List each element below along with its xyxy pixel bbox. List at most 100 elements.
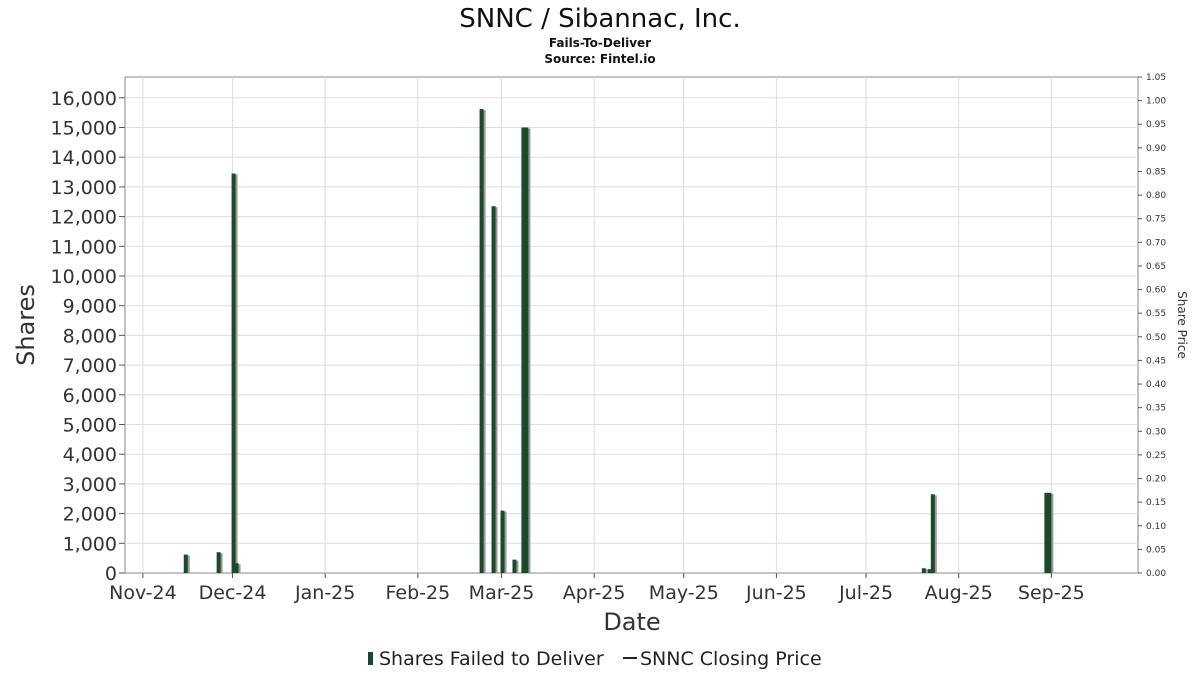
ftd-bar — [491, 206, 498, 573]
ftd-bar-shadow — [933, 495, 937, 573]
ftd-bar-shadow — [515, 560, 519, 573]
ftd-bar-face — [231, 173, 236, 573]
ftd-bar-shadow — [1050, 493, 1054, 573]
x-tick-label: Mar-25 — [469, 582, 535, 604]
ftd-bar-shadow — [527, 128, 531, 573]
ftd-bar-face — [521, 127, 526, 573]
legend-label-shares: Shares Failed to Deliver — [379, 648, 604, 670]
y2-tick-label: 0.30 — [1146, 427, 1166, 437]
y2-tick-label: 0.60 — [1146, 286, 1166, 296]
ftd-bar-face — [512, 559, 517, 573]
y2-tick-label: 0.85 — [1146, 167, 1166, 177]
y-tick-label: 14,000 — [51, 147, 117, 169]
x-tick-label: Dec-24 — [199, 582, 267, 604]
y-tick-label: 12,000 — [51, 207, 117, 229]
ftd-bar-face — [183, 554, 188, 573]
legend-label-price: SNNC Closing Price — [640, 648, 822, 670]
ftd-bar-face — [1047, 492, 1052, 573]
y2-tick-label: 0.15 — [1146, 498, 1166, 508]
x-tick-label: Apr-25 — [563, 582, 626, 604]
chart-subtitle: Fails-To-Deliver — [549, 36, 651, 50]
x-tick-label: Sep-25 — [1018, 582, 1085, 604]
legend: Shares Failed to Deliver SNNC Closing Pr… — [368, 648, 822, 670]
y-tick-label: 1,000 — [63, 533, 117, 555]
ftd-bar — [921, 568, 928, 573]
x-tick-label: May-25 — [649, 582, 719, 604]
ftd-bar-shadow — [186, 555, 190, 573]
y2-tick-label: 0.50 — [1146, 333, 1166, 343]
y2-tick-label: 0.20 — [1146, 475, 1166, 485]
ftd-bar-face — [500, 510, 505, 573]
y2-tick-label: 0.80 — [1146, 191, 1166, 201]
y-tick-label: 8,000 — [63, 325, 117, 347]
y2-tick-label: 0.10 — [1146, 522, 1166, 532]
ftd-bar — [1047, 492, 1054, 573]
y-tick-label: 11,000 — [51, 236, 117, 258]
y-axis-label: Shares — [12, 284, 40, 366]
ftd-bar-face — [927, 569, 932, 573]
y-tick-label: 3,000 — [63, 474, 117, 496]
y-tick-label: 6,000 — [63, 385, 117, 407]
ftd-bar-shadow — [234, 174, 238, 573]
y2-tick-label: 0.00 — [1146, 569, 1166, 579]
ftd-bar — [479, 109, 486, 573]
y-tick-label: 0 — [105, 563, 117, 585]
y2-axis-label: Share Price — [1175, 291, 1189, 359]
x-tick-label: Aug-25 — [925, 582, 993, 604]
y2-tick-label: 1.00 — [1146, 97, 1166, 107]
y2-tick-label: 0.35 — [1146, 404, 1166, 414]
legend-swatch-shares — [368, 652, 373, 665]
ftd-bar-face — [234, 563, 239, 573]
y2-tick-label: 0.05 — [1146, 545, 1166, 555]
secondary-y-axis: 0.00 0.05 0.10 0.15 0.20 0.25 0.30 0.35 0.40 0.45… — [1138, 73, 1166, 579]
ftd-bar-face — [491, 206, 496, 573]
ftd-bar — [524, 127, 531, 573]
ftd-bar-shadow — [237, 564, 241, 573]
y2-tick-label: 0.55 — [1146, 309, 1166, 319]
x-tick-label: Nov-24 — [109, 582, 177, 604]
x-axis: Nov-24 Dec-24 Jan-25 Feb-25 Mar-25 Apr-25 May-… — [109, 573, 1085, 604]
chart-source: Source: Fintel.io — [544, 52, 655, 66]
x-tick-label: Jun-25 — [745, 582, 807, 604]
y-tick-label: 9,000 — [63, 296, 117, 318]
ftd-bar — [216, 552, 223, 573]
chart-title: SNNC / Sibannac, Inc. — [459, 4, 740, 34]
y2-tick-label: 0.95 — [1146, 120, 1166, 130]
ftd-bar-shadow — [503, 511, 507, 573]
ftd-bar — [234, 563, 241, 573]
y2-tick-label: 1.05 — [1146, 73, 1166, 83]
x-tick-label: Jul-25 — [838, 582, 893, 604]
ftd-bar-face — [921, 568, 926, 573]
ftd-bar-shadow — [219, 553, 223, 573]
y-tick-label: 10,000 — [51, 266, 117, 288]
ftd-bar — [930, 494, 937, 573]
ftd-bar-face — [479, 109, 484, 573]
ftd-bar — [231, 173, 238, 573]
ftd-bar-face — [524, 127, 529, 573]
ftd-bar — [512, 559, 519, 573]
y-tick-label: 15,000 — [51, 117, 117, 139]
ftd-bar-face — [930, 494, 935, 573]
y-tick-label: 5,000 — [63, 414, 117, 436]
bars-layer — [183, 109, 1054, 573]
y-tick-label: 2,000 — [63, 504, 117, 526]
y2-tick-label: 0.90 — [1146, 144, 1166, 154]
y2-tick-label: 0.65 — [1146, 262, 1166, 272]
ftd-bar-shadow — [494, 207, 498, 573]
y2-tick-label: 0.40 — [1146, 380, 1166, 390]
ftd-bar-face — [216, 552, 221, 573]
y2-tick-label: 0.70 — [1146, 238, 1166, 248]
y-tick-label: 13,000 — [51, 177, 117, 199]
ftd-bar — [500, 510, 507, 573]
y2-tick-label: 0.25 — [1146, 451, 1166, 461]
x-axis-label: Date — [603, 608, 660, 636]
ftd-bar-face — [1044, 492, 1049, 573]
y2-tick-label: 0.45 — [1146, 356, 1166, 366]
ftd-bar-shadow — [482, 110, 486, 573]
ftd-bar-shadow — [924, 569, 928, 573]
x-tick-label: Feb-25 — [385, 582, 450, 604]
x-tick-label: Jan-25 — [294, 582, 355, 604]
plot-area — [124, 76, 1139, 574]
y2-tick-label: 0.75 — [1146, 215, 1166, 225]
